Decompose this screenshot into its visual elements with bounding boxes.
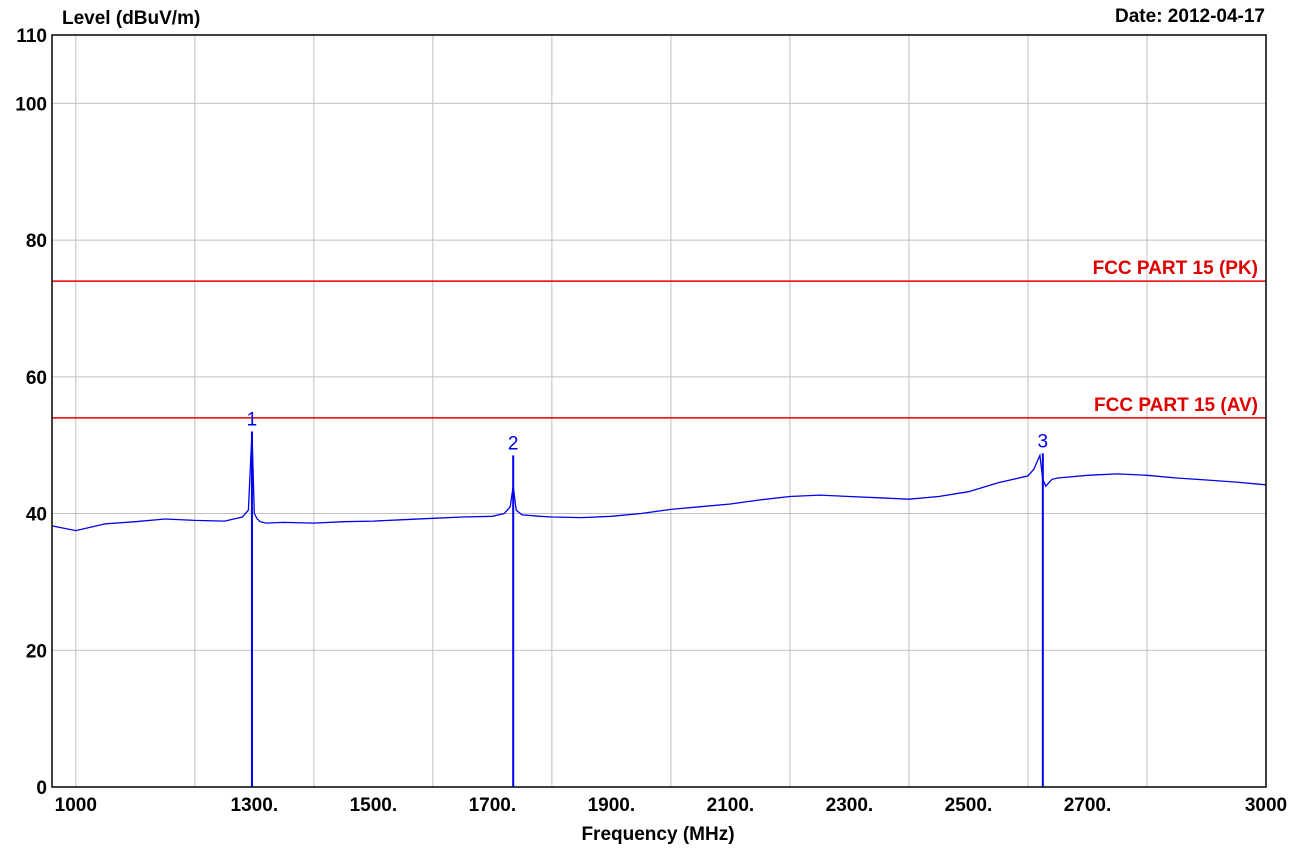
x-tick-label: 1700. <box>469 795 517 816</box>
x-tick-label: 3000 <box>1245 795 1287 816</box>
x-tick-label: 1900. <box>588 795 636 816</box>
y-tick-label: 0 <box>36 778 47 799</box>
y-tick-label: 20 <box>26 641 47 662</box>
limit-line-label: FCC PART 15 (AV) <box>1094 395 1258 416</box>
x-tick-label: 2300. <box>826 795 874 816</box>
x-tick-label: 1000 <box>55 795 97 816</box>
date-label: Date: 2012-04-17 <box>1115 6 1265 27</box>
x-tick-label: 1300. <box>231 795 279 816</box>
x-tick-label: 1500. <box>350 795 398 816</box>
plot-border <box>51 34 1267 788</box>
x-tick-labels: 1000 1300. 1500. 1700. 1900. 2100. 2300. 2500. 2… <box>55 795 1287 816</box>
y-tick-label: 100 <box>15 94 47 115</box>
y-tick-labels: 0 20 40 60 80 100 110 <box>15 26 47 799</box>
marker-label: 2 <box>508 433 519 454</box>
series-group <box>51 431 1267 532</box>
x-tick-label: 2100. <box>707 795 755 816</box>
y-axis-label: Level (dBuV/m) <box>62 8 200 29</box>
limit-line-label: FCC PART 15 (PK) <box>1093 258 1258 279</box>
marker-group: 1 2 3 <box>247 410 1048 787</box>
series-line <box>51 431 1267 532</box>
x-tick-label: 2700. <box>1064 795 1112 816</box>
x-axis-label: Frequency (MHz) <box>581 824 734 845</box>
y-tick-label: 40 <box>26 505 47 526</box>
y-tick-label: 110 <box>16 26 47 47</box>
y-tick-label: 60 <box>26 368 47 389</box>
marker-label: 3 <box>1038 431 1049 452</box>
marker-label: 1 <box>247 410 258 431</box>
y-tick-label: 80 <box>26 231 47 252</box>
x-tick-label: 2500. <box>945 795 993 816</box>
limit-lines: FCC PART 15 (PK) FCC PART 15 (AV) <box>52 258 1266 419</box>
